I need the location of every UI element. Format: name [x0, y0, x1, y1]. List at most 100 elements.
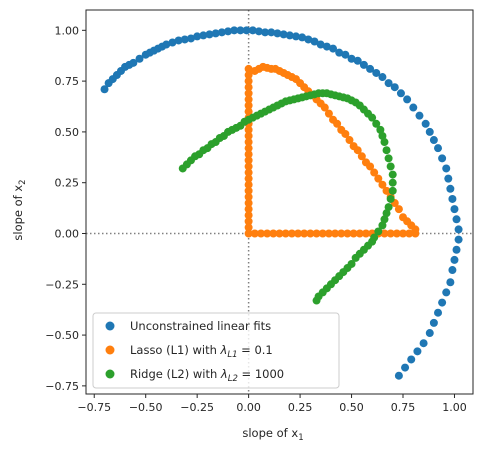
data-point — [244, 229, 253, 238]
x-tick-label: 1.00 — [442, 401, 467, 414]
data-point — [368, 113, 377, 122]
data-point — [329, 115, 338, 124]
data-point — [298, 33, 307, 42]
data-point — [396, 89, 405, 98]
data-point — [409, 103, 418, 112]
data-point — [438, 154, 447, 163]
data-point — [454, 225, 463, 234]
data-point — [384, 154, 393, 163]
data-point — [450, 255, 459, 264]
data-point — [442, 164, 451, 173]
x-tick-label: −0.25 — [180, 401, 214, 414]
data-point — [337, 229, 346, 238]
data-point — [349, 229, 358, 238]
y-tick-label: 0.25 — [55, 177, 80, 190]
data-point — [250, 66, 259, 75]
data-point — [380, 138, 389, 147]
data-point — [384, 79, 393, 88]
data-point — [244, 89, 253, 98]
x-tick-label: −0.75 — [77, 401, 111, 414]
data-point — [329, 44, 338, 53]
data-point — [446, 184, 455, 193]
data-point — [100, 85, 109, 94]
data-point — [421, 119, 430, 128]
data-point — [230, 26, 239, 35]
data-point — [448, 266, 457, 275]
data-point — [316, 40, 325, 49]
y-tick-label: 1.00 — [55, 24, 80, 37]
data-point — [380, 229, 389, 238]
data-point — [337, 125, 346, 134]
data-point — [322, 42, 331, 51]
plot-frame — [85, 9, 474, 395]
data-point — [438, 298, 447, 307]
data-point — [269, 229, 278, 238]
data-point — [413, 347, 422, 356]
data-point — [399, 229, 408, 238]
data-point — [186, 34, 195, 43]
data-point — [193, 32, 202, 41]
data-point — [446, 278, 455, 287]
data-point — [244, 199, 253, 208]
data-point — [244, 125, 253, 134]
data-point — [244, 101, 253, 110]
data-point — [310, 37, 319, 46]
data-point — [349, 142, 358, 151]
series-layer — [100, 26, 463, 380]
data-point — [244, 144, 253, 153]
data-point — [168, 38, 177, 47]
data-point — [312, 296, 321, 305]
data-point — [452, 245, 461, 254]
data-point — [382, 209, 391, 218]
data-point — [285, 31, 294, 40]
data-point — [429, 318, 438, 327]
data-point — [244, 95, 253, 104]
data-point — [275, 229, 284, 238]
data-point — [450, 205, 459, 214]
data-point — [345, 136, 354, 145]
data-point — [419, 339, 428, 348]
x-tick-label: 0.25 — [288, 401, 313, 414]
data-point — [353, 56, 362, 65]
legend-marker — [105, 321, 115, 331]
data-point — [372, 68, 381, 77]
data-point — [324, 229, 333, 238]
data-point — [287, 229, 296, 238]
data-point — [361, 229, 370, 238]
y-tick-label: −0.25 — [45, 278, 79, 291]
data-point — [281, 229, 290, 238]
data-point — [180, 35, 189, 44]
data-point — [263, 229, 272, 238]
data-point — [384, 203, 393, 212]
data-point — [394, 205, 403, 214]
data-point — [244, 150, 253, 159]
data-point — [405, 229, 414, 238]
data-point — [304, 35, 313, 44]
data-point — [174, 36, 183, 45]
y-axis-label: slope of x2 — [11, 179, 28, 240]
data-point — [378, 180, 387, 189]
legend-box — [92, 312, 340, 389]
legend-marker — [105, 345, 115, 355]
data-point — [425, 127, 434, 136]
data-point — [429, 136, 438, 145]
data-point — [244, 64, 253, 73]
data-point — [244, 71, 253, 80]
legend: Unconstrained linear fits Lasso (L1) with… — [92, 312, 340, 389]
data-point — [386, 194, 395, 203]
data-point — [392, 229, 401, 238]
data-point — [248, 26, 257, 35]
data-point — [388, 178, 397, 187]
data-point — [378, 221, 387, 230]
legend-item-1: Unconstrained linear fits — [105, 319, 271, 333]
data-point — [129, 58, 138, 67]
data-point — [244, 131, 253, 140]
data-point — [244, 205, 253, 214]
data-point — [341, 50, 350, 59]
legend-item-2: Lasso (L1) with λL1 = 0.1 — [105, 343, 273, 360]
data-point — [306, 229, 315, 238]
data-point — [382, 146, 391, 155]
data-point — [374, 227, 383, 236]
data-point — [318, 229, 327, 238]
y-tick-label: 0.50 — [55, 126, 80, 139]
